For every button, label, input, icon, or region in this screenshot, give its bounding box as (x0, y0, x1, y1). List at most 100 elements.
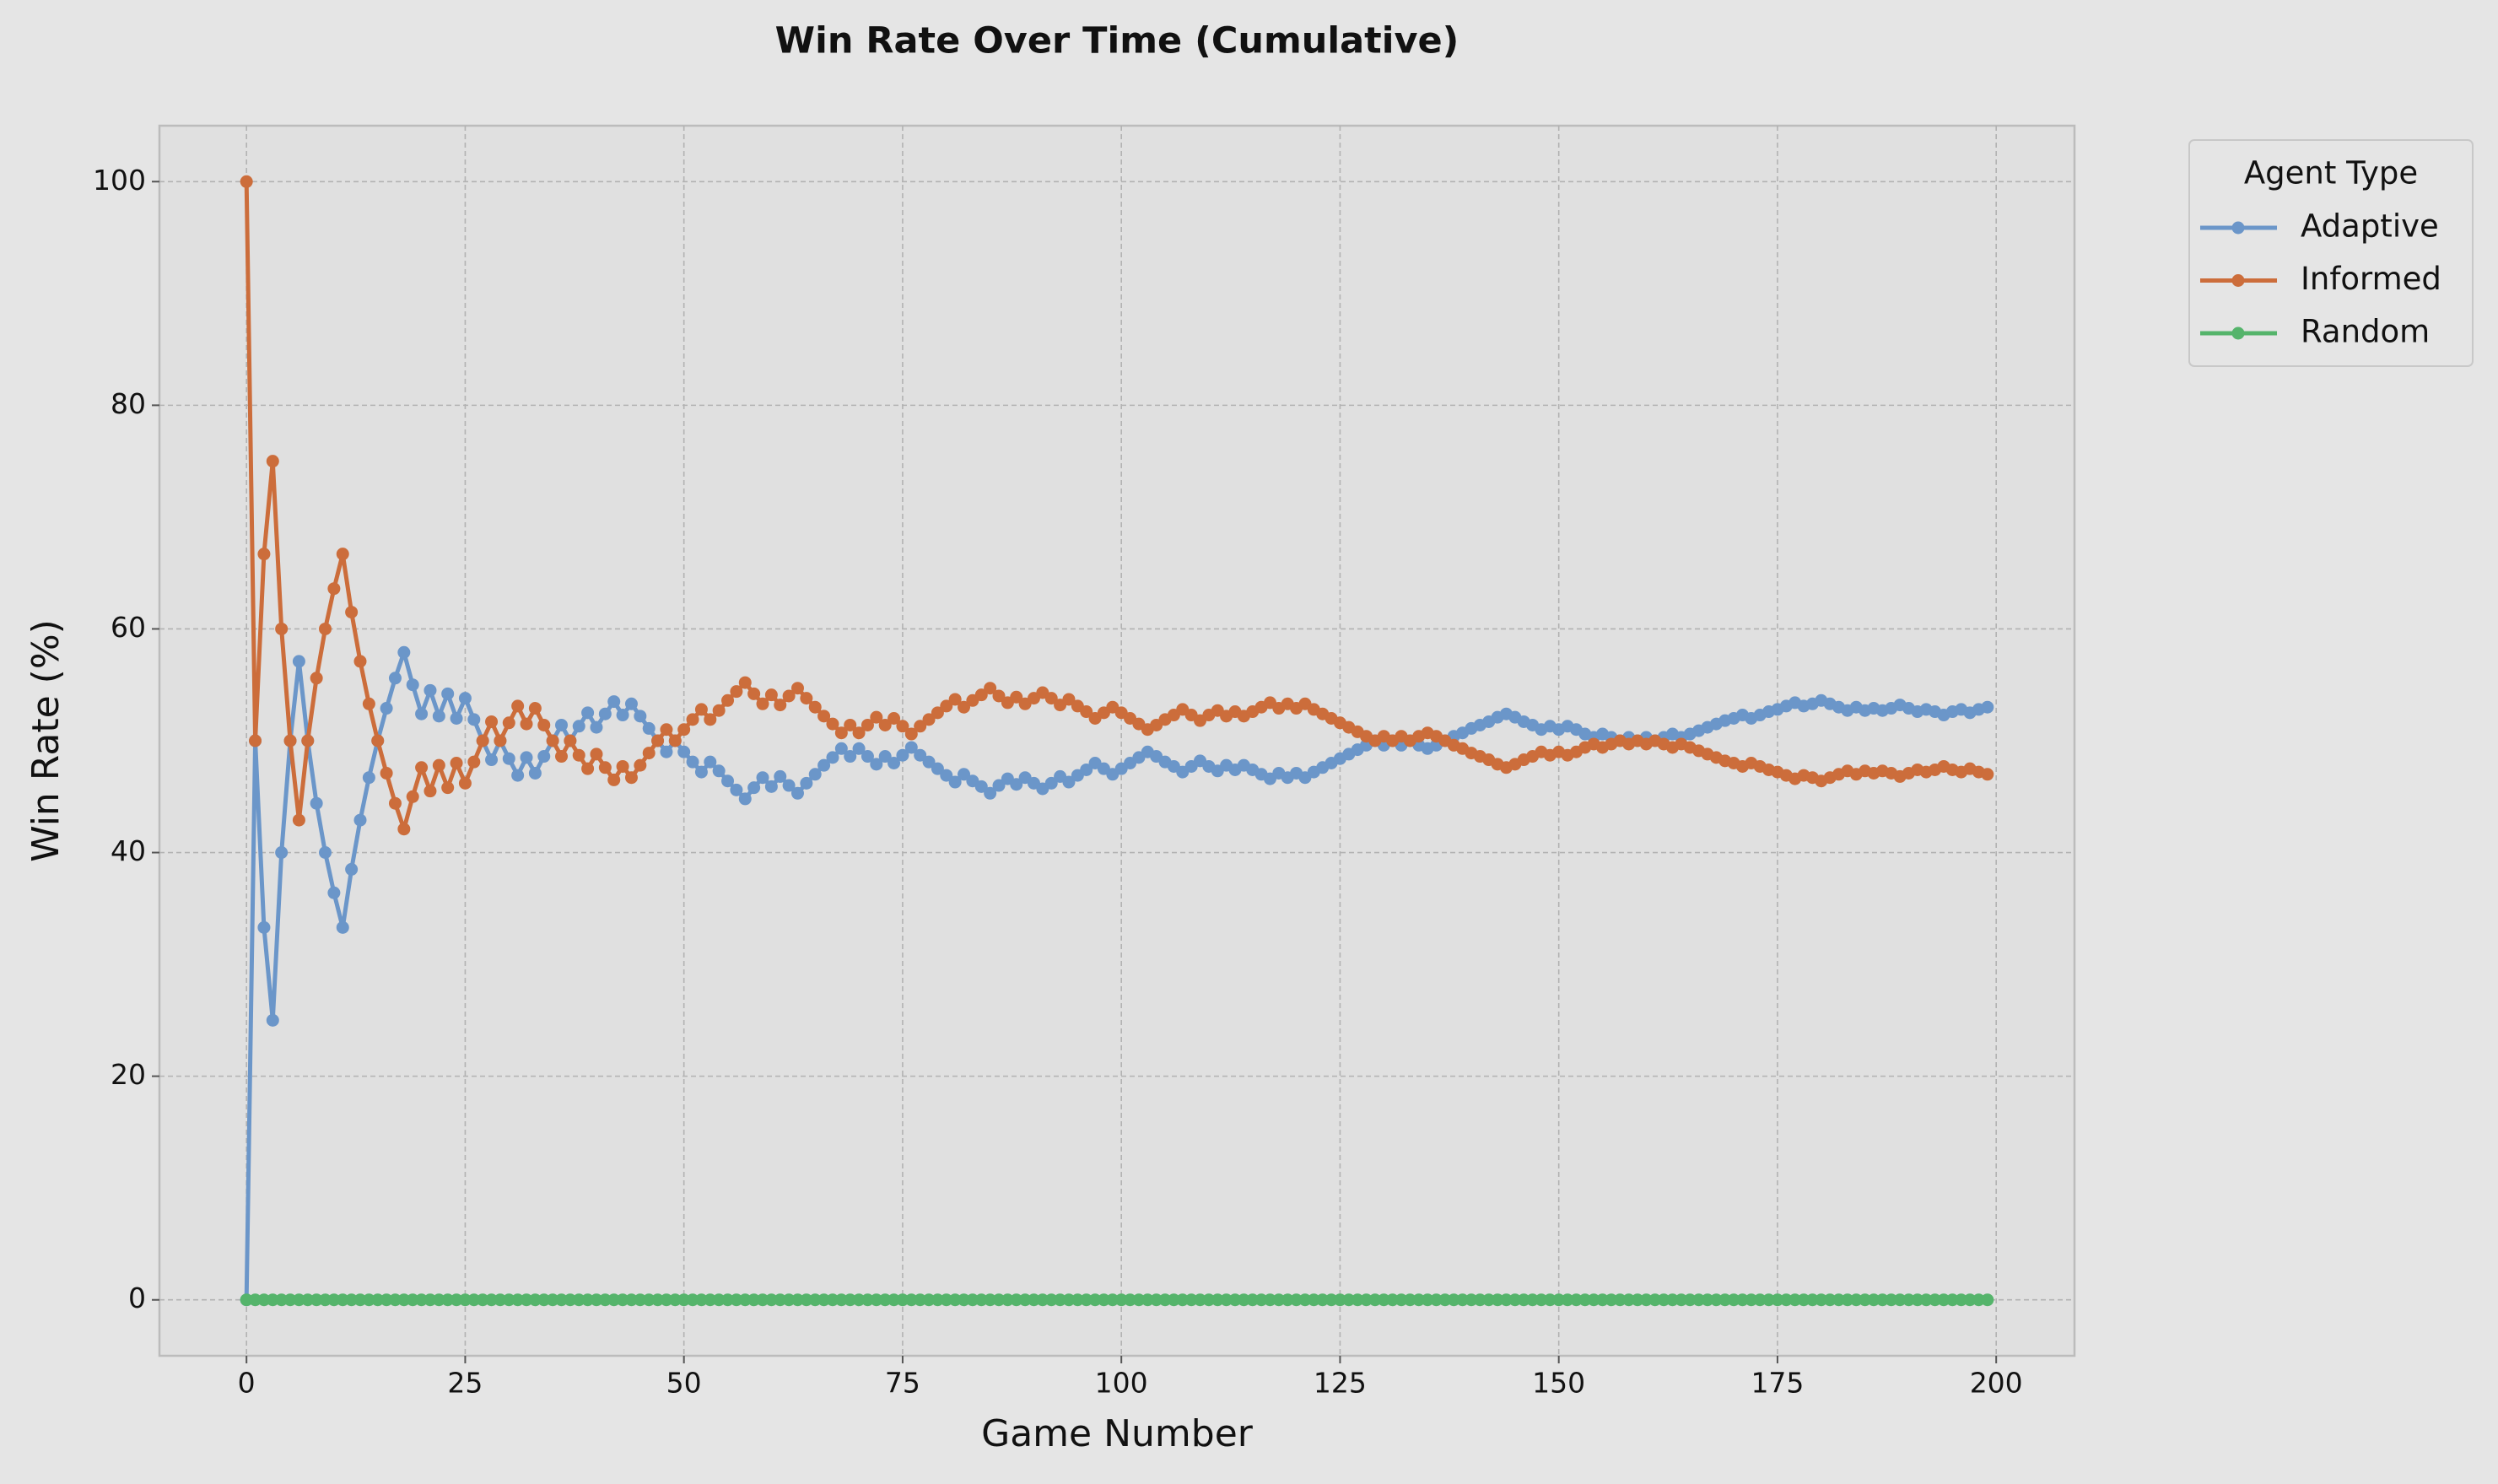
data-point (1421, 1293, 1434, 1307)
data-point (1762, 1293, 1776, 1307)
data-point (660, 1293, 673, 1307)
data-point (1789, 1293, 1802, 1307)
data-point (371, 734, 385, 747)
data-point (974, 688, 988, 702)
data-point (1333, 1293, 1346, 1307)
data-point (896, 720, 909, 733)
data-point (1578, 1293, 1592, 1307)
data-point (415, 707, 429, 720)
data-point (1569, 1293, 1583, 1307)
data-point (450, 757, 463, 770)
data-point (564, 734, 577, 747)
data-point (826, 1293, 839, 1307)
data-point (931, 1293, 944, 1307)
data-point (704, 713, 717, 726)
data-point (904, 741, 918, 754)
data-point (1237, 1293, 1250, 1307)
data-point (616, 1293, 629, 1307)
data-point (1114, 1293, 1128, 1307)
data-point (940, 769, 953, 782)
data-point (432, 710, 445, 723)
data-point (1779, 1293, 1793, 1307)
data-point (1902, 1293, 1915, 1307)
data-point (485, 753, 499, 767)
data-point (257, 920, 271, 934)
data-point (555, 718, 569, 731)
data-point (424, 683, 437, 697)
data-point (958, 768, 971, 781)
data-point (450, 711, 463, 725)
data-point (327, 582, 341, 596)
data-point (992, 779, 1006, 792)
data-point (1325, 1293, 1338, 1307)
data-point (467, 755, 481, 769)
data-point (861, 718, 874, 731)
data-point (494, 1293, 507, 1307)
data-point (301, 1293, 315, 1307)
data-point (712, 1293, 726, 1307)
data-point (572, 1293, 585, 1307)
data-point (660, 723, 673, 737)
data-point (1010, 778, 1023, 791)
data-point (1692, 1293, 1706, 1307)
data-point (458, 692, 472, 705)
chart-title: Win Rate Over Time (Cumulative) (775, 20, 1459, 62)
data-point (747, 1293, 761, 1307)
data-point (1097, 1293, 1110, 1307)
x-tick-label: 25 (447, 1367, 483, 1400)
data-point (844, 1293, 857, 1307)
series-2 (240, 1293, 1994, 1307)
data-point (537, 718, 551, 731)
data-point (257, 548, 271, 561)
data-point (931, 706, 944, 720)
data-point (301, 734, 315, 747)
data-point (1194, 1293, 1207, 1307)
data-point (896, 748, 909, 762)
data-point (634, 758, 647, 772)
y-tick-label: 20 (111, 1058, 146, 1091)
data-point (677, 745, 691, 758)
data-point (1254, 1293, 1268, 1307)
data-point (922, 755, 936, 769)
data-point (984, 1293, 997, 1307)
data-point (1124, 1293, 1137, 1307)
data-point (598, 707, 612, 720)
x-tick-label: 75 (885, 1367, 920, 1400)
data-point (774, 769, 787, 783)
data-point (1499, 1293, 1513, 1307)
data-point (1368, 1293, 1382, 1307)
data-point (852, 726, 866, 740)
data-point (668, 734, 682, 747)
data-point (1945, 1293, 1959, 1307)
data-point (1044, 692, 1058, 705)
data-point (1132, 1293, 1146, 1307)
data-point (1482, 1293, 1496, 1307)
data-point (292, 655, 305, 668)
data-point (800, 692, 813, 705)
data-point (1351, 1293, 1364, 1307)
data-point (1062, 693, 1076, 706)
data-point (520, 1293, 533, 1307)
data-point (958, 700, 971, 714)
data-point (1981, 768, 1994, 781)
data-point (607, 695, 621, 709)
data-point (931, 762, 944, 775)
data-point (546, 1293, 559, 1307)
data-point (624, 697, 638, 710)
data-point (1088, 1293, 1102, 1307)
series-1 (240, 175, 1994, 836)
data-point (870, 710, 883, 724)
data-point (249, 734, 262, 747)
data-point (1981, 700, 1994, 714)
data-point (904, 727, 918, 741)
data-point (1605, 1293, 1618, 1307)
data-point (1430, 1293, 1443, 1307)
y-tick-label: 100 (93, 164, 146, 197)
data-point (738, 676, 752, 689)
data-point (826, 717, 839, 731)
data-point (1859, 1293, 1872, 1307)
data-point (651, 734, 665, 747)
data-point (528, 702, 542, 715)
data-point (834, 1293, 848, 1307)
legend-label: Random (2301, 314, 2430, 350)
